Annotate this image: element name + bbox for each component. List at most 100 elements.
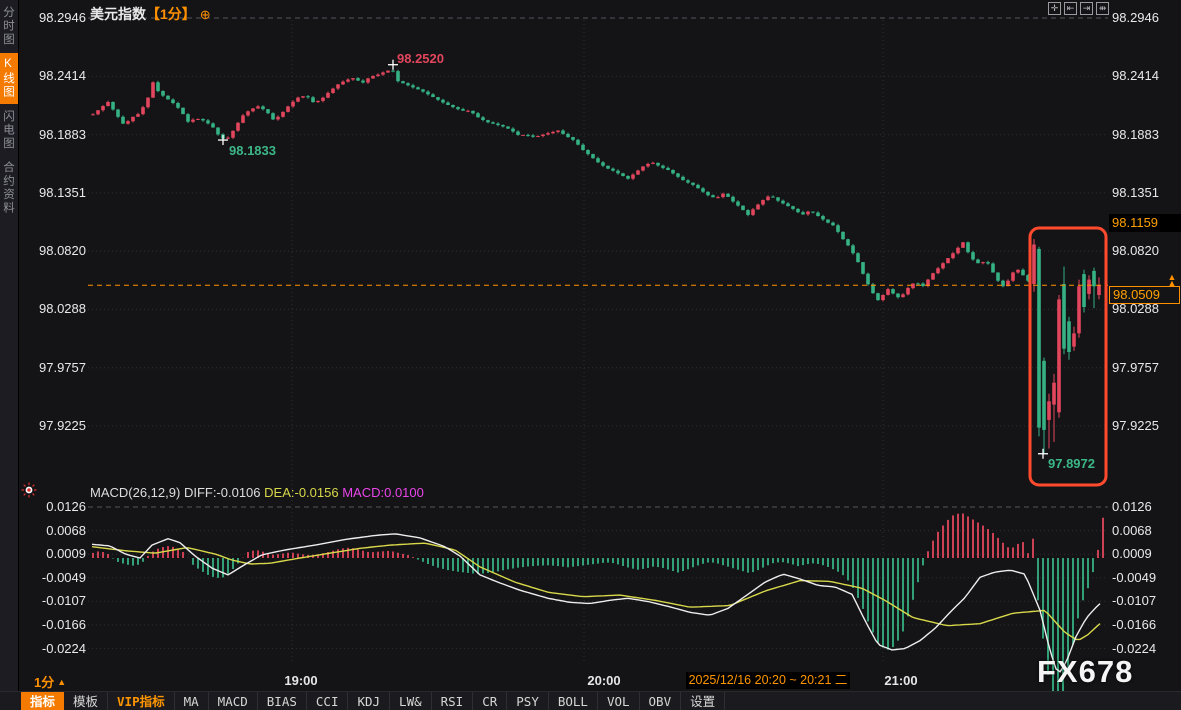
candle-body: [116, 109, 120, 117]
candle-body: [496, 123, 500, 125]
candle-body: [711, 195, 715, 198]
tab-VOL[interactable]: VOL: [598, 692, 640, 710]
candle-body: [751, 209, 755, 215]
chart-toolbar-icons: ✛ ⇤ ⇥ ⇻: [1048, 2, 1109, 15]
price-axis-label: 98.0820: [1112, 243, 1159, 259]
macd-axis-label: -0.0049: [41, 569, 86, 585]
tab-RSI[interactable]: RSI: [432, 692, 474, 710]
candle-body: [106, 102, 110, 107]
candle-body: [231, 130, 235, 138]
candle-body: [436, 97, 440, 100]
candle-body: [136, 114, 140, 117]
candle-body: [616, 170, 620, 174]
sidebar-item-闪电图[interactable]: 闪电图: [2, 109, 14, 151]
macd-axis-label: -0.0224: [41, 640, 86, 656]
scale-right-icon[interactable]: ⇥: [1080, 2, 1093, 15]
tab-MA[interactable]: MA: [175, 692, 209, 710]
candle-body: [721, 193, 725, 198]
crosshair-icon[interactable]: ✛: [1048, 2, 1061, 15]
candle-body: [1082, 274, 1086, 307]
tab-LW&[interactable]: LW&: [390, 692, 432, 710]
candle-body: [896, 293, 900, 298]
candle-body: [376, 74, 380, 76]
macd-axis-label: 0.0009: [1112, 546, 1152, 562]
candle-body: [781, 200, 785, 204]
candle-body: [926, 279, 930, 286]
candle-body: [396, 71, 400, 82]
tab-设置[interactable]: 设置: [681, 692, 726, 710]
tab-PSY[interactable]: PSY: [507, 692, 549, 710]
tab-BOLL[interactable]: BOLL: [549, 692, 598, 710]
candle-body: [121, 116, 125, 124]
candle-body: [996, 272, 1000, 281]
candle-body: [366, 78, 370, 83]
candle-body: [91, 114, 95, 116]
macd-axis-label: 0.0126: [46, 499, 86, 514]
sidebar-item-分时图[interactable]: 分时图: [2, 6, 14, 47]
candle-body: [656, 162, 660, 166]
tab-CCI[interactable]: CCI: [307, 692, 349, 710]
candle-body: [1047, 401, 1051, 420]
price-axis-label: 98.1351: [39, 184, 86, 200]
candle-body: [606, 165, 610, 169]
candle-body: [276, 116, 280, 120]
sidebar-item-合约资料[interactable]: 合约资料: [2, 161, 14, 215]
candle-body: [776, 197, 780, 201]
price-axis-label: 98.0820: [39, 243, 86, 259]
candle-body: [771, 196, 775, 198]
add-indicator-icon[interactable]: ⊕: [199, 7, 211, 22]
candle-body: [801, 212, 805, 215]
tab-模板[interactable]: 模板: [64, 692, 109, 710]
candle-body: [756, 204, 760, 210]
candle-body: [341, 81, 345, 85]
candle-body: [796, 208, 800, 213]
candle-body: [471, 110, 475, 114]
tab-VIP指标[interactable]: VIP指标: [108, 692, 175, 710]
candle-body: [211, 123, 215, 128]
tab-KDJ[interactable]: KDJ: [348, 692, 391, 710]
candle-body: [226, 137, 230, 139]
candle-body: [836, 225, 840, 232]
tab-CR[interactable]: CR: [473, 692, 508, 710]
time-axis: 1分 ▲ 2025/12/16 20:20 ~ 20:21 二 19:00 20:0…: [0, 672, 1181, 691]
candle-body: [1092, 270, 1096, 287]
candle-body: [566, 133, 570, 138]
candle-body: [501, 125, 505, 127]
candle-body: [356, 78, 360, 81]
candle-body: [196, 119, 200, 120]
low-price-annotation: 97.8972: [1048, 455, 1095, 471]
dea-line: [91, 542, 1101, 641]
time-label: 19:00: [284, 673, 318, 688]
shift-right-icon[interactable]: ⇻: [1096, 2, 1109, 15]
macd-axis-label: -0.0049: [1112, 569, 1157, 585]
candle-body: [346, 79, 350, 82]
tab-指标[interactable]: 指标: [21, 692, 65, 710]
candle-body: [901, 294, 905, 298]
candle-body: [831, 222, 835, 226]
tab-MACD[interactable]: MACD: [209, 692, 258, 710]
candle-body: [646, 163, 650, 167]
price-axis-label: 98.2946: [1112, 10, 1159, 25]
price-axis-label: 98.1351: [1112, 184, 1159, 200]
interval-selector[interactable]: 1分 ▲: [34, 675, 67, 690]
candle-body: [911, 283, 915, 289]
macd-axis-label: -0.0224: [1112, 640, 1157, 656]
price-axis-label: 97.9225: [1112, 418, 1159, 433]
price-axis-label: 98.2414: [1112, 68, 1159, 84]
candle-body: [236, 122, 240, 131]
sidebar-item-K线图[interactable]: K线图: [0, 52, 18, 104]
candle-body: [481, 117, 485, 120]
candle-body: [461, 109, 465, 111]
candle-body: [381, 72, 385, 75]
tab-OBV[interactable]: OBV: [640, 692, 682, 710]
indicator-tab-bar: 指标 模板 VIP指标 MA MACD BIAS CCI KDJ LW& RSI CR PSY BOLL…: [0, 691, 1181, 710]
high-price-annotation: 98.2520: [397, 50, 444, 66]
candle-body: [401, 81, 405, 84]
scale-left-icon[interactable]: ⇤: [1064, 2, 1077, 15]
chevron-up-icon: ▲: [57, 677, 67, 687]
candle-body: [541, 134, 545, 136]
candle-body: [1011, 272, 1015, 281]
tab-BIAS[interactable]: BIAS: [258, 692, 307, 710]
candle-body: [266, 109, 270, 114]
